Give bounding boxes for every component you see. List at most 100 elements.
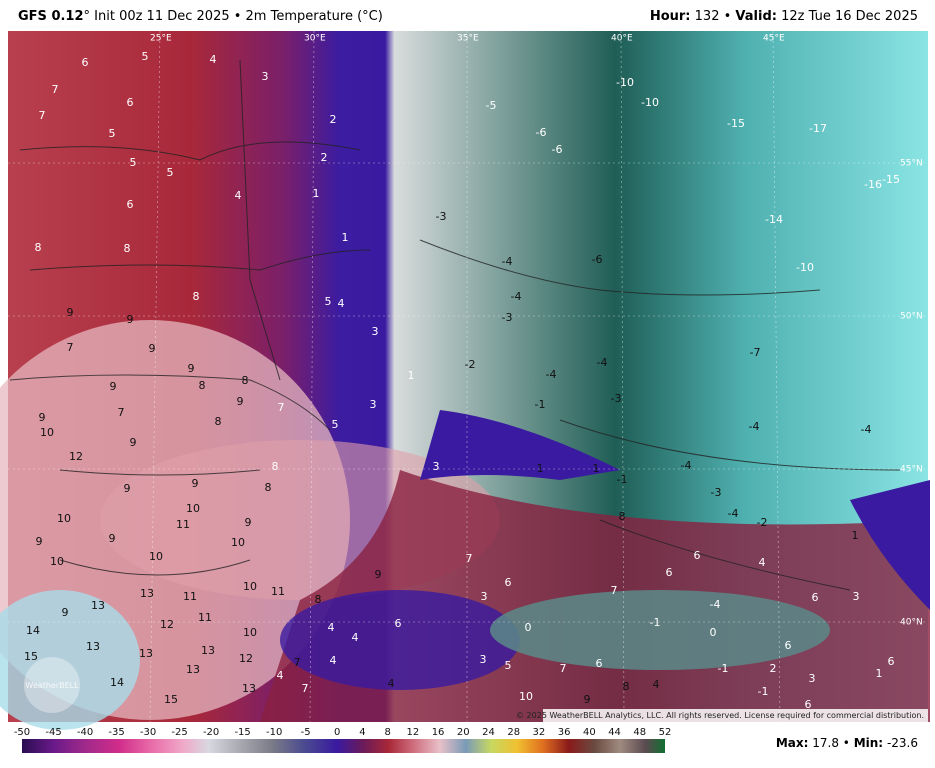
- header-left: GFS 0.12° Init 00z 11 Dec 2025 • 2m Temp…: [18, 9, 383, 24]
- temperature-label: 6: [805, 698, 812, 711]
- temperature-label: 12: [69, 450, 83, 463]
- temperature-label: 8: [265, 481, 272, 494]
- temperature-label: 8: [272, 460, 279, 473]
- temperature-label: -4: [861, 423, 872, 436]
- colorbar-tick-label: -10: [266, 727, 282, 738]
- temperature-label: 3: [433, 460, 440, 473]
- colorbar-tick-label: 0: [334, 727, 340, 738]
- temperature-label: 9: [36, 535, 43, 548]
- temperature-label: 9: [237, 395, 244, 408]
- temperature-label: 3: [262, 70, 269, 83]
- temperature-label: 4: [653, 678, 660, 691]
- footer: Max: 17.8 • Min: -23.6: [776, 736, 918, 750]
- temperature-label: -6: [536, 126, 547, 139]
- colorbar-tick-label: 40: [583, 727, 596, 738]
- temperature-label: 7: [302, 682, 309, 695]
- colorbar-tick-label: 28: [507, 727, 520, 738]
- temperature-label: 11: [198, 611, 212, 624]
- cold-region: [280, 590, 520, 690]
- temperature-label: 11: [183, 590, 197, 603]
- valid-label: Valid:: [735, 9, 777, 24]
- temperature-label: -15: [727, 117, 745, 130]
- sea-region: [420, 410, 620, 480]
- temperature-label: 9: [192, 477, 199, 490]
- header-right: Hour: 132 • Valid: 12z Tue 16 Dec 2025: [650, 9, 918, 24]
- temperature-label: -4: [597, 356, 608, 369]
- temperature-label: -3: [436, 210, 447, 223]
- temperature-label: 11: [271, 585, 285, 598]
- temperature-label: 1: [408, 369, 415, 382]
- temperature-label: 6: [505, 576, 512, 589]
- temperature-label: 4: [338, 297, 345, 310]
- temperature-label: 5: [130, 156, 137, 169]
- logo: WeatherBELL: [25, 681, 79, 690]
- temperature-label: 8: [242, 374, 249, 387]
- latitude-label: 50°N: [900, 312, 923, 322]
- temperature-label: 3: [372, 325, 379, 338]
- colorbar-tick-label: 52: [659, 727, 672, 738]
- colorbar-tick-label: 8: [384, 727, 390, 738]
- colorbar-tick-label: -5: [301, 727, 311, 738]
- temperature-label: -17: [809, 122, 827, 135]
- temperature-label: 6: [694, 549, 701, 562]
- temperature-label: 0: [525, 621, 532, 634]
- temperature-label: 9: [67, 306, 74, 319]
- hour: 132 •: [694, 9, 732, 24]
- temperature-label: 5: [325, 295, 332, 308]
- temperature-label: -16: [864, 178, 882, 191]
- temperature-label: 13: [242, 682, 256, 695]
- temperature-label: -1: [535, 398, 546, 411]
- temperature-label: -10: [796, 261, 814, 274]
- temperature-label: 10: [186, 502, 200, 515]
- temperature-label: -2: [465, 358, 476, 371]
- temperature-label: 10: [149, 550, 163, 563]
- temperature-label: 7: [118, 406, 125, 419]
- temperature-label: 7: [466, 552, 473, 565]
- temperature-label: 10: [243, 626, 257, 639]
- temperature-label: 6: [888, 655, 895, 668]
- hour-label: Hour:: [649, 9, 691, 24]
- temperature-label: 1: [876, 667, 883, 680]
- temperature-label: 1: [313, 187, 320, 200]
- logo-mark: [24, 657, 80, 713]
- colorbar-tick-label: 44: [608, 727, 621, 738]
- temperature-label: 7: [67, 341, 74, 354]
- temperature-label: 9: [149, 342, 156, 355]
- temperature-label: 12: [239, 652, 253, 665]
- temperature-label: -4: [681, 459, 692, 472]
- temperature-label: -3: [611, 392, 622, 405]
- graticule: [8, 30, 928, 723]
- temperature-label: -5: [486, 99, 497, 112]
- temperature-label: 8: [619, 510, 626, 523]
- colorbar-tick-label: -30: [140, 727, 156, 738]
- temperature-label: 10: [57, 512, 71, 525]
- header: GFS 0.12° Init 00z 11 Dec 2025 • 2m Temp…: [0, 0, 935, 30]
- temperature-label: 6: [127, 96, 134, 109]
- temperature-label: 9: [109, 532, 116, 545]
- temperature-label: 7: [294, 656, 301, 669]
- cold-region: [850, 480, 930, 610]
- temperature-label: 14: [26, 624, 40, 637]
- cold-region: [490, 590, 830, 670]
- temperature-label: 2: [770, 662, 777, 675]
- temperature-label: 6: [82, 56, 89, 69]
- colorbar-tick-label: -40: [77, 727, 93, 738]
- temperature-label: 7: [39, 109, 46, 122]
- temperature-label: 7: [278, 401, 285, 414]
- max-label: Max:: [775, 736, 809, 750]
- temperature-label: -4: [511, 290, 522, 303]
- colorbar-tick-label: -45: [45, 727, 61, 738]
- temperature-label: 3: [480, 653, 487, 666]
- temperature-label: 13: [186, 663, 200, 676]
- temperature-label: -1: [617, 473, 628, 486]
- temperature-label: 10: [231, 536, 245, 549]
- model: GFS 0.12: [18, 9, 84, 24]
- temperature-label: 15: [24, 650, 38, 663]
- temperature-label: -3: [502, 311, 513, 324]
- temperature-label: -4: [749, 420, 760, 433]
- temperature-label: 6: [666, 566, 673, 579]
- temperature-label: 10: [40, 426, 54, 439]
- description: ° Init 00z 11 Dec 2025 • 2m Temperature …: [83, 9, 383, 24]
